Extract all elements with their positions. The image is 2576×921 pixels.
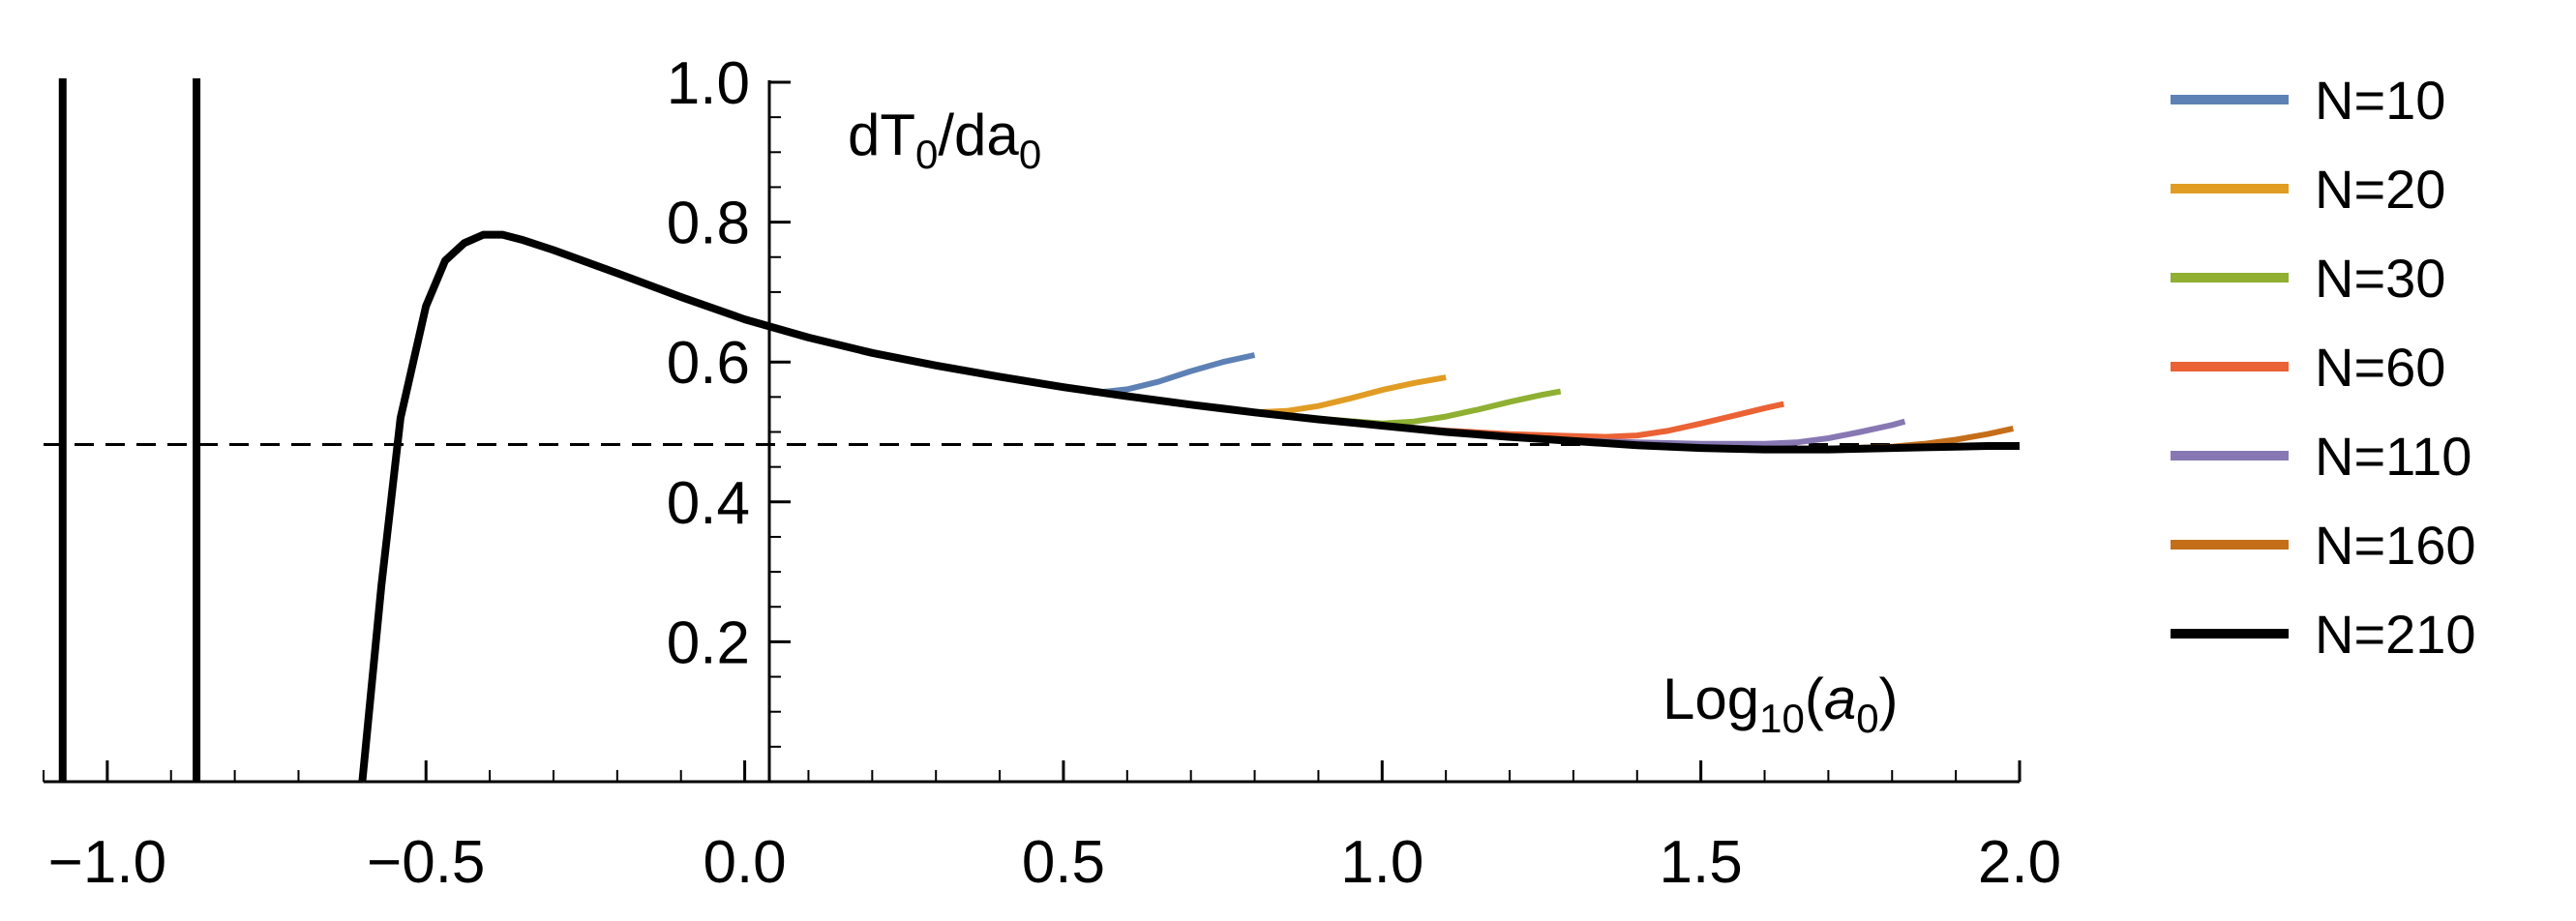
- y-tick-label: 0.6: [667, 330, 750, 397]
- y-tick-label: 1.0: [667, 50, 750, 117]
- series-line-n-60: [359, 231, 1784, 783]
- series-line-n-210: [358, 230, 2020, 783]
- series-line-n-30: [359, 231, 1562, 783]
- series-line-n-20: [359, 231, 1447, 783]
- legend-label-n-60: N=60: [2315, 337, 2445, 398]
- x-tick-label: 2.0: [1978, 829, 2061, 896]
- x-tick-label: −1.0: [48, 829, 166, 896]
- legend-label-n-10: N=10: [2315, 70, 2445, 131]
- x-tick-label: 0.0: [703, 829, 786, 896]
- x-axis-label: Log10(a0): [1662, 667, 1899, 741]
- series-line-n-10: [359, 231, 1256, 783]
- x-tick-label: 1.0: [1340, 829, 1423, 896]
- legend-label-n-210: N=210: [2315, 604, 2476, 665]
- x-tick-label: 1.5: [1660, 829, 1743, 896]
- legend-label-n-110: N=110: [2315, 426, 2471, 487]
- axes-layer: −1.0 −0.5 0.0 0.5 1.0 1.5 2.0 0.2 0.4 0.6 0.8 1.0: [43, 50, 2061, 896]
- y-tick-label: 0.8: [667, 191, 750, 257]
- y-tick-label: 0.2: [667, 609, 750, 676]
- y-tick-label: 0.4: [667, 470, 750, 537]
- legend-label-n-30: N=30: [2315, 248, 2445, 309]
- x-tick-label: 0.5: [1022, 829, 1105, 896]
- axis-labels: dT0/da0 Log10(a0): [848, 103, 1899, 741]
- curves-layer: [58, 78, 2020, 783]
- legend-label-n-20: N=20: [2315, 159, 2445, 220]
- legend-label-n-160: N=160: [2315, 515, 2476, 576]
- legend: N=10 N=20 N=30 N=60 N=110 N=160 N=210: [2171, 70, 2476, 665]
- x-tick-label: −0.5: [367, 829, 485, 896]
- y-axis-label: dT0/da0: [848, 103, 1041, 177]
